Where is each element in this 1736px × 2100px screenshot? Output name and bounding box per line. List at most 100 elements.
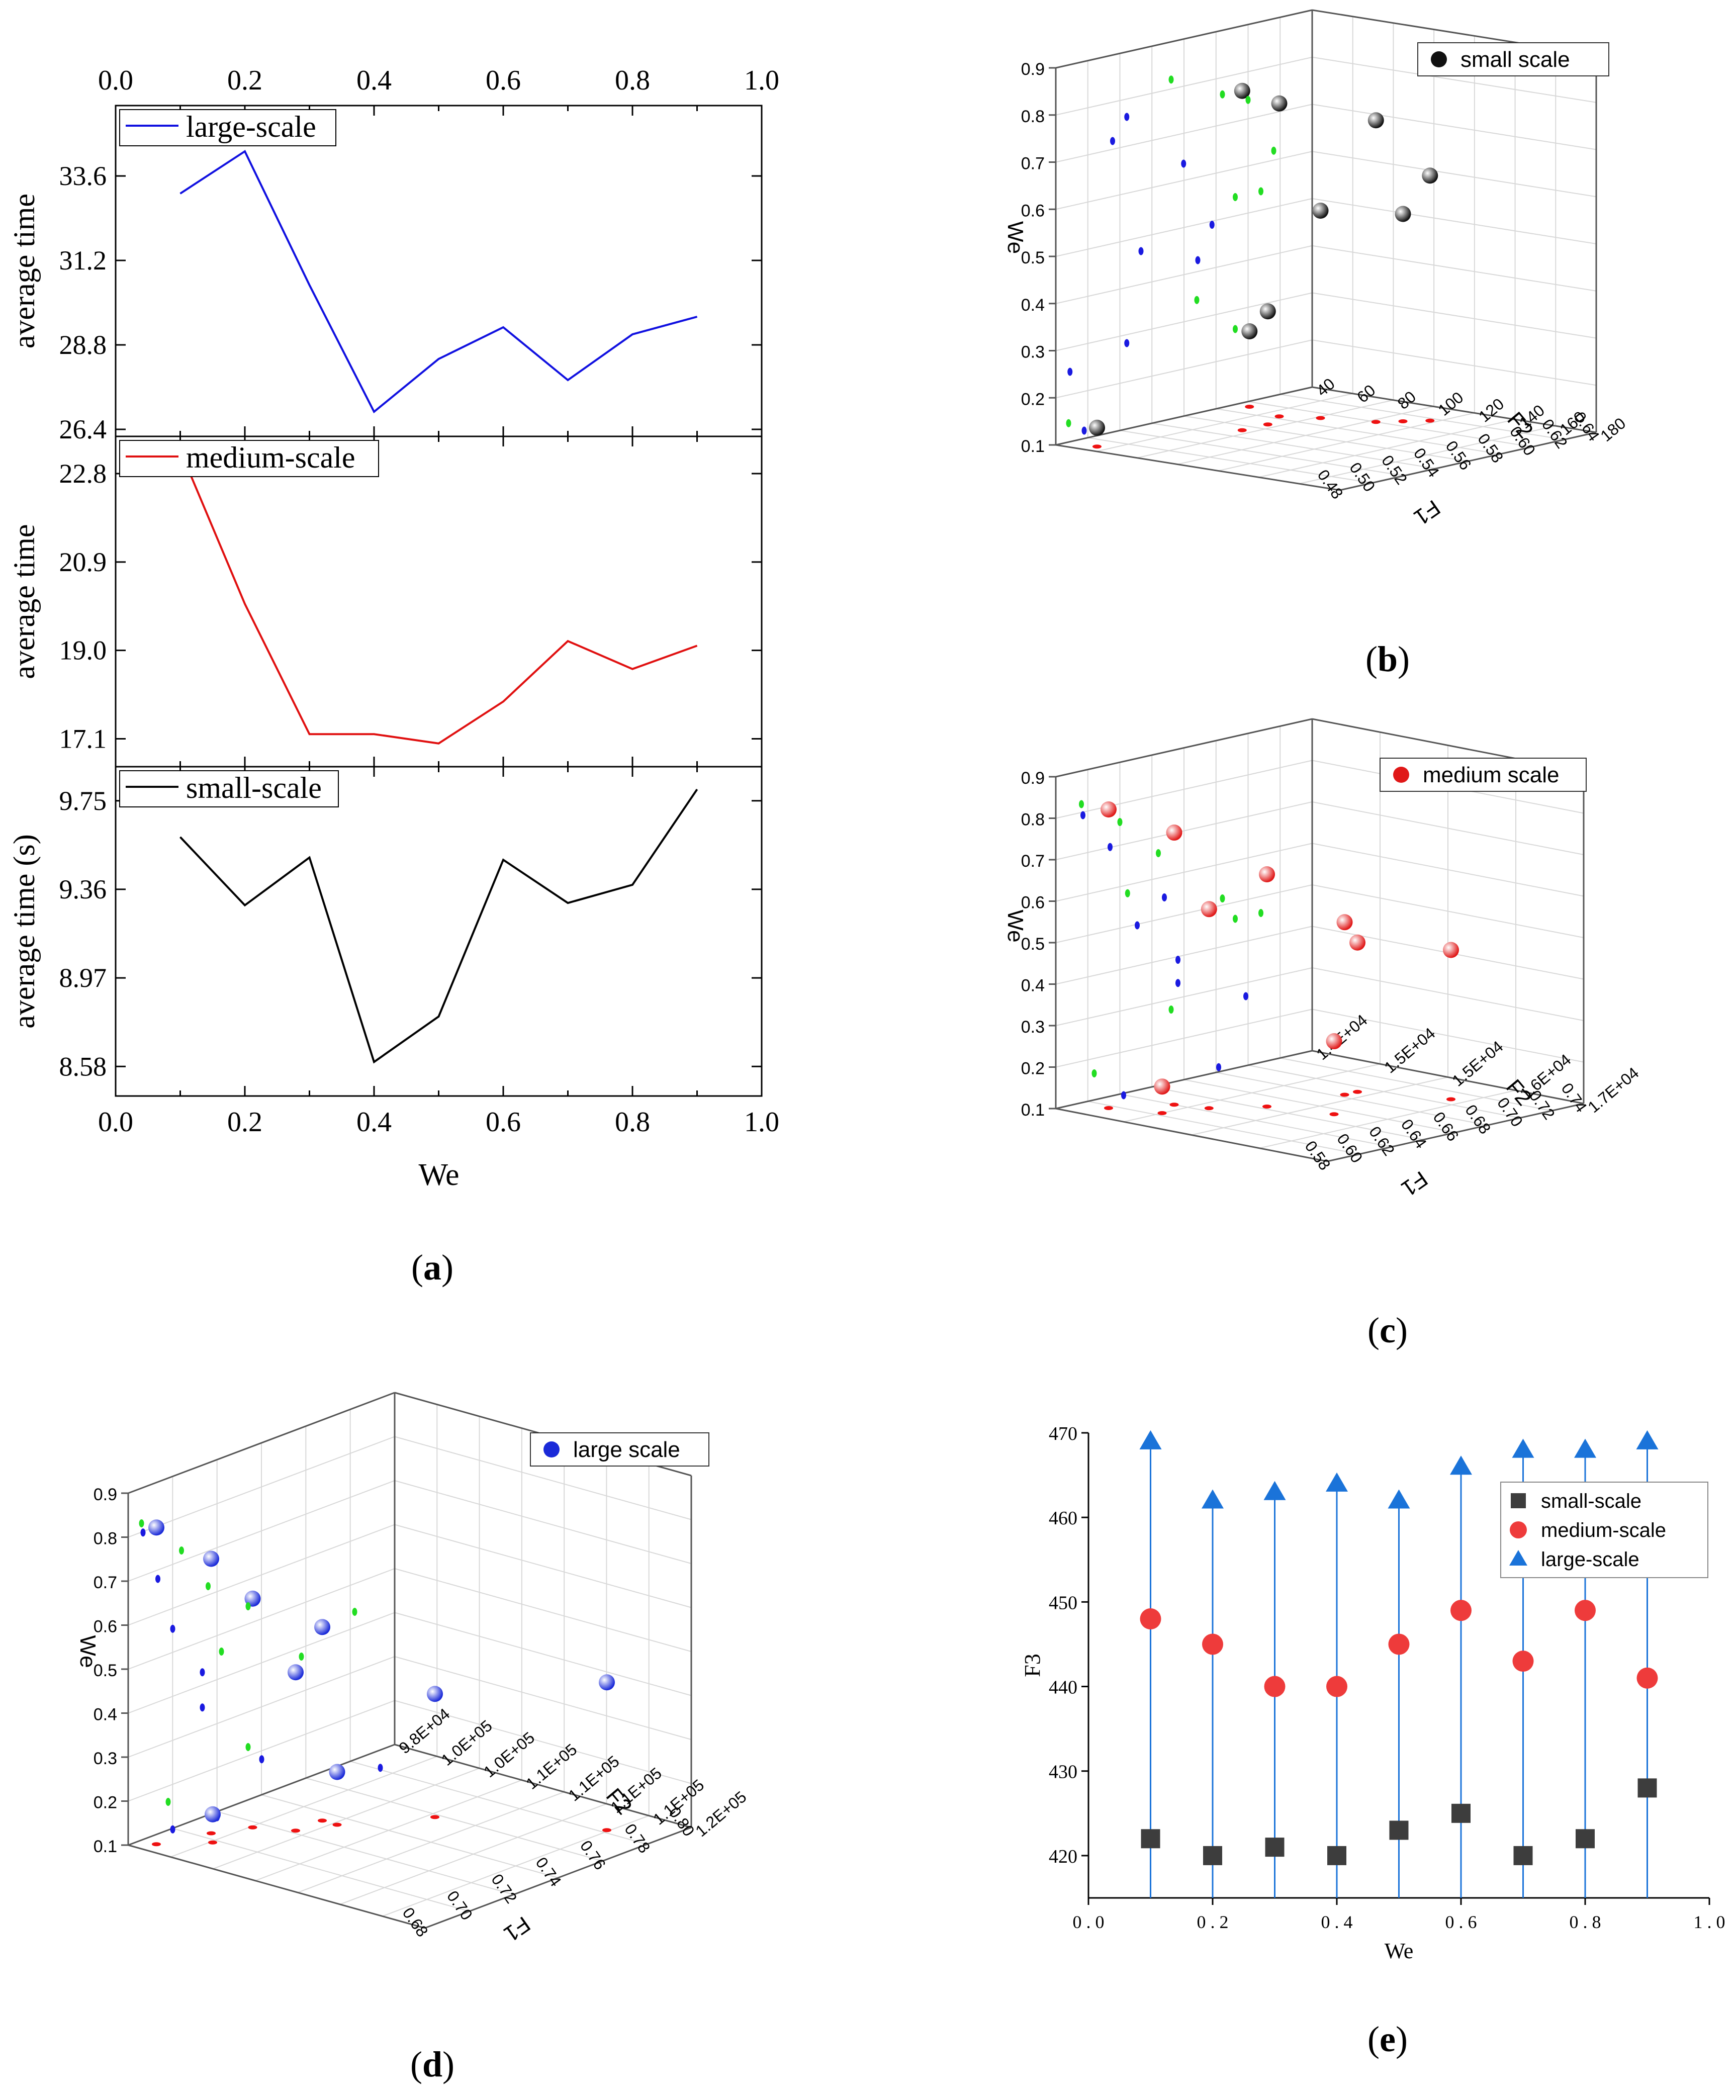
y-tick-label: 20.9	[59, 547, 107, 577]
projection-we-f1	[1091, 1069, 1097, 1077]
projection-we-f1	[1233, 915, 1238, 923]
x-tick-label: 0 . 2	[1197, 1912, 1229, 1932]
marker-medium-scale	[1140, 1608, 1161, 1629]
projection-we-f2	[1243, 992, 1248, 1000]
projection-we-f1	[1220, 894, 1225, 903]
projection-f1-f2	[248, 1825, 257, 1830]
we-tick-label: 0.5	[1021, 935, 1045, 954]
grid-line	[1312, 104, 1597, 150]
legend-marker	[1510, 1521, 1527, 1538]
axis-edge	[1055, 1108, 1328, 1162]
x-tick-label-top: 0.8	[615, 65, 650, 96]
grid-line	[394, 1568, 692, 1652]
projection-f1-f2	[152, 1842, 161, 1847]
marker-small-scale	[1203, 1846, 1222, 1865]
f2-tick-label: 120	[1475, 395, 1507, 426]
grid-line	[217, 1811, 514, 1895]
legend-box	[119, 770, 339, 807]
legend-box	[119, 440, 379, 477]
y-tick-label: 17.1	[59, 723, 107, 754]
we-tick-label: 0.3	[1021, 343, 1045, 362]
f2-tick-label: 40	[1313, 375, 1338, 400]
projection-we-f2	[200, 1668, 205, 1677]
y-tick-label: 9.36	[59, 874, 107, 904]
marker-large-scale	[1574, 1438, 1596, 1458]
caption-e: (e)	[1367, 2019, 1408, 2059]
x-tick-label: 0.0	[98, 1107, 133, 1138]
projection-f1-f2	[1157, 1111, 1167, 1115]
series-line-medium-scale	[179, 449, 698, 745]
grid-line	[172, 1828, 470, 1912]
we-tick-label: 0.7	[1021, 154, 1045, 173]
grid-line	[1087, 437, 1372, 484]
grid-line	[1152, 422, 1436, 469]
marker-large-scale	[1388, 1489, 1410, 1509]
data-point-main	[1271, 95, 1288, 112]
data-point-main	[1201, 901, 1217, 918]
marker-small-scale	[1637, 1778, 1657, 1798]
we-tick-label: 0.1	[1021, 437, 1045, 456]
projection-f1-f2	[332, 1822, 342, 1827]
grid-line	[1183, 1079, 1456, 1133]
axis-edge	[394, 1744, 692, 1829]
projection-f1-f2	[1425, 418, 1435, 423]
we-axis-label: We	[75, 1635, 100, 1668]
grid-line	[1248, 401, 1532, 447]
we-tick-label: 0.9	[94, 1485, 117, 1504]
projection-we-f1	[1258, 909, 1263, 917]
we-tick-label: 0.6	[1021, 201, 1045, 220]
projection-we-f2	[1081, 426, 1087, 435]
axis-edge	[1055, 9, 1313, 69]
x-tick-label-top: 0.2	[227, 65, 262, 96]
grid-line	[1312, 245, 1597, 292]
projection-f1-f2	[1092, 444, 1102, 449]
projection-we-f1	[1220, 90, 1225, 99]
grid-line	[394, 1480, 692, 1564]
data-point-main	[1154, 1078, 1170, 1095]
grid-line	[1280, 1057, 1552, 1112]
grid-line	[1312, 151, 1597, 198]
data-point-main	[1166, 825, 1182, 841]
marker-medium-scale	[1450, 1600, 1472, 1621]
subplot-frame	[115, 435, 763, 768]
projection-f1-f2	[1245, 405, 1254, 409]
grid-line	[1248, 1064, 1520, 1119]
we-tick-label: 0.7	[94, 1573, 117, 1592]
y-tick-label: 8.97	[59, 963, 107, 993]
we-tick-label: 0.5	[1021, 248, 1045, 267]
projection-we-f1	[219, 1648, 224, 1656]
f2-tick-label: 1.7E+04	[1584, 1064, 1642, 1117]
x-axis-label: We	[418, 1158, 459, 1192]
y-tick-label: 8.58	[59, 1051, 107, 1081]
data-point-main	[205, 1806, 221, 1822]
grid-line	[394, 1656, 692, 1740]
f1-tick-label: 0.74	[1558, 1079, 1591, 1116]
projection-we-f2	[1162, 893, 1167, 901]
axis-edge	[1327, 1103, 1584, 1162]
we-tick-label: 0.8	[1021, 107, 1045, 126]
series-line-large-scale	[179, 150, 698, 414]
y-axis-label: average time	[8, 524, 41, 679]
marker-medium-scale	[1512, 1651, 1534, 1672]
we-tick-label: 0.5	[94, 1661, 117, 1680]
grid-line	[394, 1700, 692, 1784]
marker-large-scale	[1139, 1430, 1162, 1449]
grid-line	[394, 1612, 692, 1696]
we-tick-label: 0.3	[1021, 1018, 1045, 1037]
projection-we-f2	[1195, 256, 1201, 264]
legend-label: large scale	[573, 1437, 680, 1462]
x-tick-label-top: 1.0	[744, 65, 779, 96]
legend-marker	[1431, 51, 1447, 67]
axis-edge	[1055, 1050, 1313, 1110]
data-point	[438, 1016, 439, 1017]
projection-we-f1	[1194, 296, 1200, 304]
series-line-small-scale	[179, 789, 698, 1064]
grid-line	[1280, 394, 1565, 440]
projection-we-f2	[1175, 979, 1180, 987]
x-tick-label: 0 . 8	[1570, 1912, 1601, 1932]
f1-tick-label: 0.58	[1474, 430, 1507, 466]
y-axis-label: average time	[8, 194, 41, 348]
marker-small-scale	[1327, 1846, 1346, 1865]
we-axis-label: We	[1003, 221, 1028, 254]
marker-small-scale	[1513, 1846, 1533, 1865]
